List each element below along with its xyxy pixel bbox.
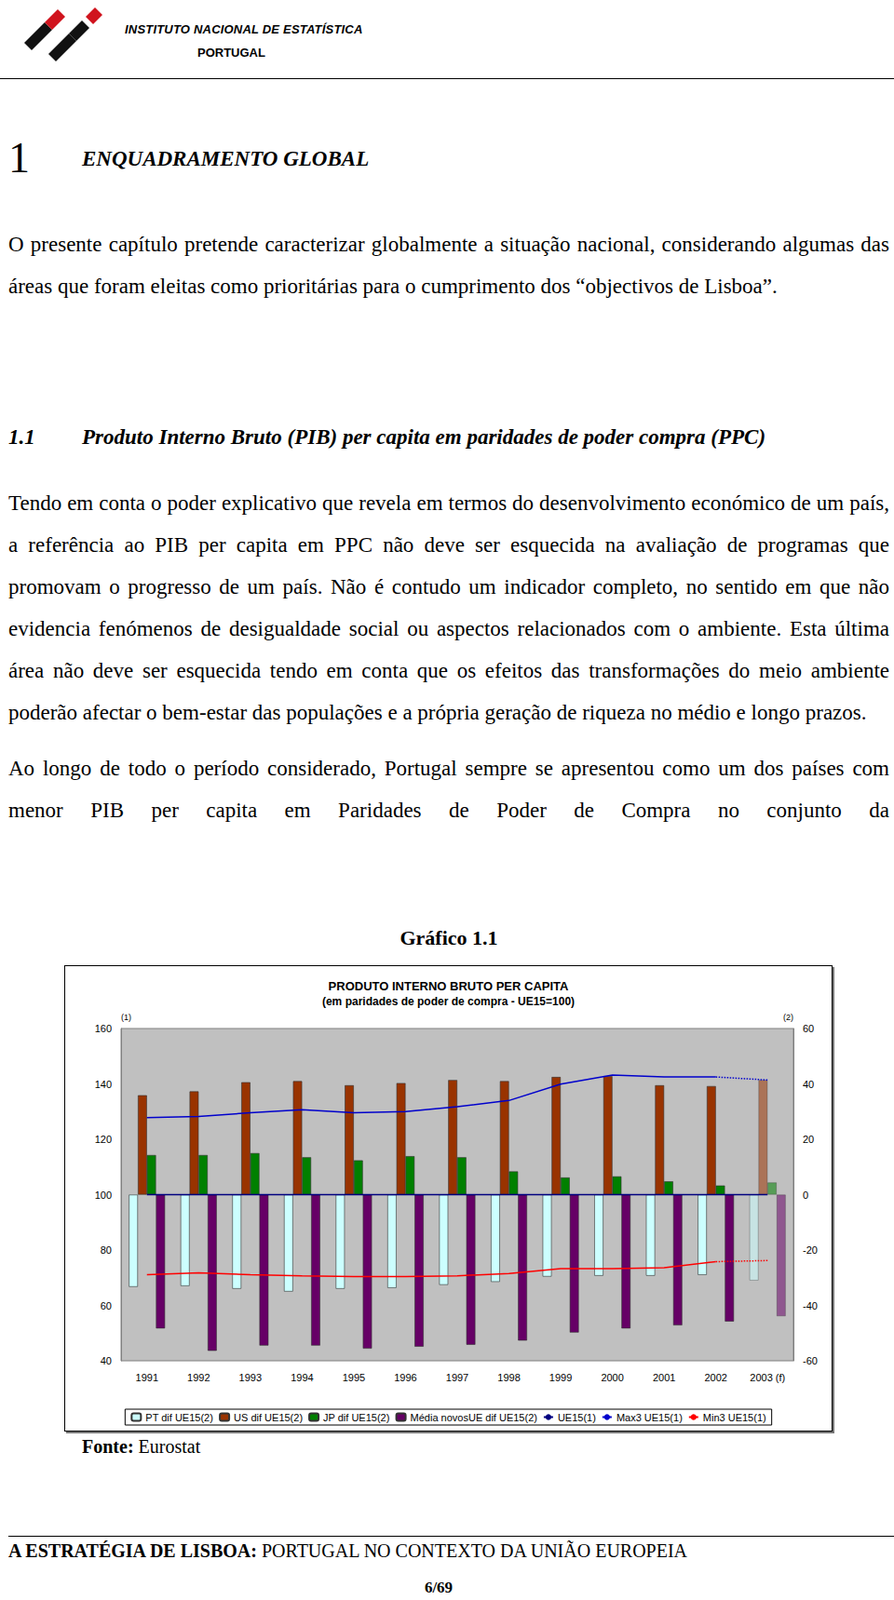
html-text:INSTITUTO NACIONAL DE ESTATÍST: INSTITUTO NACIONAL DE ESTATÍSTICA bbox=[124, 22, 363, 37]
html-text:6/69: 6/69 bbox=[424, 1579, 453, 1598]
svg-text:100: 100 bbox=[94, 1190, 112, 1202]
svg-text:2001: 2001 bbox=[652, 1372, 676, 1384]
svg-text:140: 140 bbox=[94, 1079, 112, 1091]
svg-text:40: 40 bbox=[100, 1355, 112, 1368]
svg-text:JP dif UE15(2): JP dif UE15(2) bbox=[323, 1412, 390, 1424]
svg-text:(em paridades de poder de comp: (em paridades de poder de compra - UE15=… bbox=[322, 995, 575, 1009]
html-text:PORTUGAL: PORTUGAL bbox=[197, 45, 266, 60]
svg-text:20: 20 bbox=[802, 1134, 814, 1146]
svg-text:(1): (1) bbox=[121, 1013, 132, 1023]
svg-text:PT dif UE15(2): PT dif UE15(2) bbox=[145, 1412, 214, 1424]
svg-text:120: 120 bbox=[94, 1134, 112, 1146]
svg-text:-20: -20 bbox=[802, 1245, 818, 1257]
svg-text:US dif UE15(2): US dif UE15(2) bbox=[233, 1412, 303, 1424]
svg-text:1991: 1991 bbox=[135, 1372, 159, 1384]
html-text:ENQUADRAMENTO GLOBAL: ENQUADRAMENTO GLOBAL bbox=[81, 147, 369, 171]
svg-text:Média novosUE dif UE15(2): Média novosUE dif UE15(2) bbox=[410, 1412, 538, 1424]
svg-text:1999: 1999 bbox=[549, 1372, 572, 1384]
svg-text:Max3 UE15(1): Max3 UE15(1) bbox=[616, 1412, 683, 1424]
svg-text:40: 40 bbox=[802, 1079, 814, 1091]
svg-text:Min3 UE15(1): Min3 UE15(1) bbox=[703, 1412, 767, 1424]
svg-text:-40: -40 bbox=[802, 1300, 818, 1313]
svg-text:1998: 1998 bbox=[497, 1372, 520, 1384]
svg-text:-60: -60 bbox=[802, 1355, 818, 1368]
svg-text:1992: 1992 bbox=[187, 1372, 210, 1384]
svg-text:2000: 2000 bbox=[600, 1372, 624, 1384]
svg-text:1997: 1997 bbox=[446, 1372, 469, 1384]
html-text:Produto Interno Bruto (PIB) pe: Produto Interno Bruto (PIB) per capita e… bbox=[81, 425, 766, 449]
svg-text:0: 0 bbox=[802, 1190, 809, 1202]
svg-text:80: 80 bbox=[100, 1245, 112, 1257]
html-text:Gráfico 1.1: Gráfico 1.1 bbox=[399, 926, 498, 950]
html-text:A ESTRATÉGIA DE LISBOA: PORTUG: A ESTRATÉGIA DE LISBOA: PORTUGAL NO CONT… bbox=[8, 1541, 688, 1562]
html-text:Ao longo de todo o período con: Ao longo de todo o período considerado, … bbox=[8, 757, 890, 823]
svg-text:UE15(1): UE15(1) bbox=[557, 1412, 596, 1424]
html-text:1.1: 1.1 bbox=[8, 425, 36, 449]
svg-text:60: 60 bbox=[100, 1300, 112, 1313]
html-text:O presente capítulo pretende c: O presente capítulo pretende caracteriza… bbox=[8, 232, 890, 298]
svg-text:60: 60 bbox=[802, 1023, 814, 1035]
svg-text:160: 160 bbox=[94, 1023, 112, 1035]
svg-text:PRODUTO INTERNO BRUTO PER CAPI: PRODUTO INTERNO BRUTO PER CAPITA bbox=[328, 979, 569, 994]
svg-text:(2): (2) bbox=[783, 1013, 794, 1023]
svg-text:1993: 1993 bbox=[239, 1372, 262, 1384]
svg-text:1995: 1995 bbox=[342, 1372, 366, 1384]
svg-text:1996: 1996 bbox=[393, 1372, 417, 1384]
html-text:1: 1 bbox=[8, 134, 30, 182]
svg-text:2003 (f): 2003 (f) bbox=[749, 1372, 786, 1384]
svg-text:1994: 1994 bbox=[290, 1372, 313, 1384]
html-text:Tendo em conta o poder explica: Tendo em conta o poder explicativo que r… bbox=[8, 491, 890, 725]
html-text:Fonte: Eurostat: Fonte: Eurostat bbox=[81, 1436, 201, 1458]
svg-text:2002: 2002 bbox=[704, 1372, 727, 1384]
